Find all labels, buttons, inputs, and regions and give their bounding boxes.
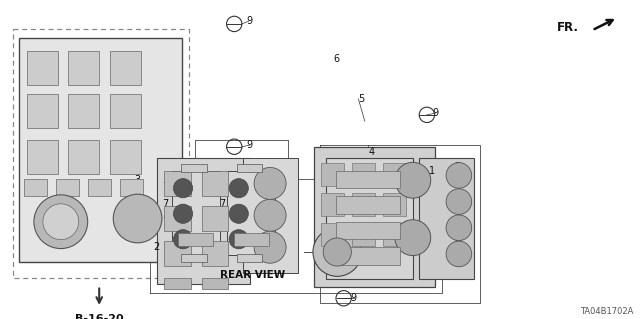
Text: 7: 7 xyxy=(262,201,269,211)
Text: 9: 9 xyxy=(246,140,253,150)
Bar xyxy=(172,171,220,255)
Circle shape xyxy=(446,241,472,267)
Text: 7: 7 xyxy=(262,223,269,233)
Text: 7: 7 xyxy=(384,229,390,240)
Text: 7: 7 xyxy=(220,199,226,209)
Text: 8: 8 xyxy=(454,236,461,246)
Bar xyxy=(164,206,191,231)
Text: 7: 7 xyxy=(454,210,461,220)
Bar xyxy=(352,193,375,216)
Bar xyxy=(164,241,191,266)
Text: REAR VIEW: REAR VIEW xyxy=(221,270,285,279)
Circle shape xyxy=(254,167,286,199)
Text: B-16-20: B-16-20 xyxy=(75,314,124,319)
Bar xyxy=(181,254,207,262)
Text: 7: 7 xyxy=(454,162,461,173)
Bar xyxy=(383,223,406,246)
Text: 1: 1 xyxy=(429,166,435,176)
Bar xyxy=(120,179,143,196)
Text: 8: 8 xyxy=(412,233,418,243)
Circle shape xyxy=(446,189,472,214)
Bar xyxy=(202,241,228,266)
Circle shape xyxy=(229,204,248,223)
Bar xyxy=(27,140,58,174)
Text: 3: 3 xyxy=(134,175,141,185)
Text: 7: 7 xyxy=(262,178,269,189)
Text: 7: 7 xyxy=(162,217,168,227)
Bar xyxy=(88,179,111,196)
Text: 6: 6 xyxy=(333,54,339,64)
Bar xyxy=(336,247,400,265)
Circle shape xyxy=(446,215,472,241)
Bar xyxy=(202,206,228,231)
Circle shape xyxy=(173,179,193,198)
Circle shape xyxy=(113,194,162,243)
Bar xyxy=(326,158,413,279)
Text: 9: 9 xyxy=(246,16,253,26)
Bar xyxy=(321,163,344,186)
Bar xyxy=(314,147,435,287)
Bar xyxy=(164,171,191,196)
Circle shape xyxy=(173,204,193,223)
Bar xyxy=(234,233,269,246)
Circle shape xyxy=(34,195,88,249)
Bar xyxy=(164,278,191,289)
Bar xyxy=(336,171,400,188)
Text: 4: 4 xyxy=(368,146,374,157)
Bar xyxy=(19,38,182,262)
Text: TA04B1702A: TA04B1702A xyxy=(580,307,634,315)
Circle shape xyxy=(313,228,362,276)
Bar xyxy=(27,51,58,85)
Bar xyxy=(202,171,228,196)
Bar xyxy=(336,196,400,214)
Bar xyxy=(24,179,47,196)
Bar xyxy=(27,94,58,128)
Text: 5: 5 xyxy=(358,94,365,104)
Text: 7: 7 xyxy=(454,186,461,197)
Bar xyxy=(419,158,474,279)
Bar xyxy=(383,193,406,216)
Circle shape xyxy=(229,230,248,249)
Circle shape xyxy=(446,163,472,188)
Circle shape xyxy=(323,238,351,266)
Bar xyxy=(336,222,400,239)
Circle shape xyxy=(395,162,431,198)
Text: 7: 7 xyxy=(220,217,226,227)
Circle shape xyxy=(229,179,248,198)
Bar xyxy=(178,233,213,246)
Text: 9: 9 xyxy=(432,108,438,118)
Circle shape xyxy=(395,220,431,256)
Text: 7: 7 xyxy=(220,182,226,192)
Bar xyxy=(68,51,99,85)
Bar xyxy=(181,164,207,172)
Text: 7: 7 xyxy=(162,199,168,209)
Text: 7: 7 xyxy=(162,182,168,192)
Bar xyxy=(110,140,141,174)
Bar xyxy=(352,163,375,186)
Bar xyxy=(383,163,406,186)
Bar xyxy=(68,94,99,128)
Bar xyxy=(56,179,79,196)
Bar xyxy=(202,278,228,289)
Bar xyxy=(352,223,375,246)
Text: 9: 9 xyxy=(351,293,357,303)
Bar xyxy=(110,94,141,128)
Bar xyxy=(157,158,250,284)
Bar xyxy=(321,223,344,246)
Bar xyxy=(110,51,141,85)
Circle shape xyxy=(173,230,193,249)
Circle shape xyxy=(43,204,79,240)
Circle shape xyxy=(254,231,286,263)
Circle shape xyxy=(254,199,286,231)
Text: 8: 8 xyxy=(412,169,418,179)
Bar xyxy=(243,158,298,273)
Bar xyxy=(237,164,262,172)
Text: FR.: FR. xyxy=(557,21,579,33)
Bar xyxy=(68,140,99,174)
Text: 2: 2 xyxy=(154,242,160,252)
Bar xyxy=(237,254,262,262)
Bar xyxy=(227,171,275,255)
Bar xyxy=(321,193,344,216)
